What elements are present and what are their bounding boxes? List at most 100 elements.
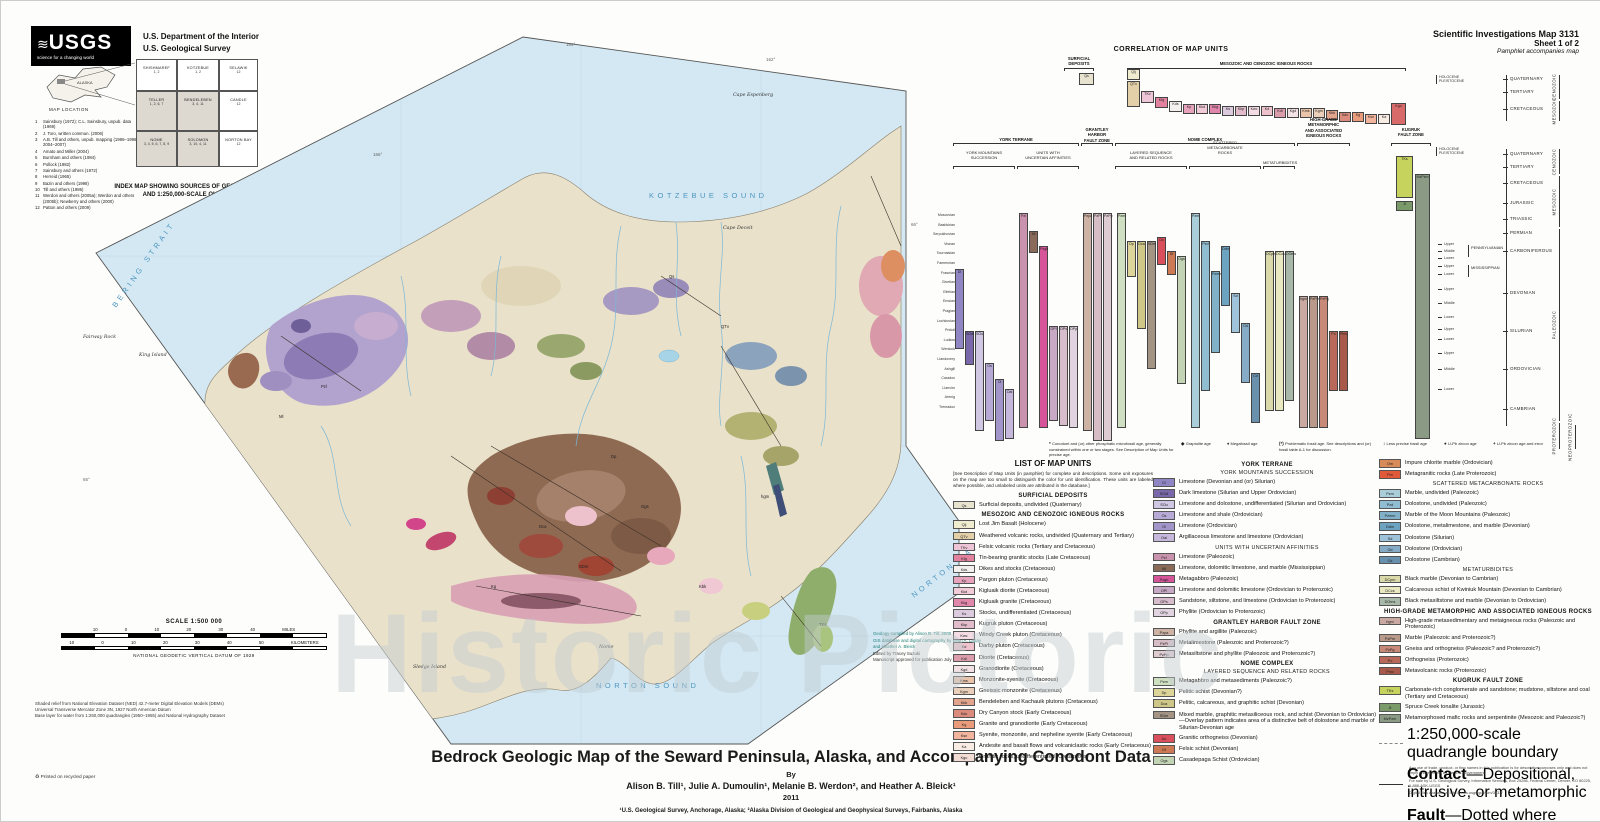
legend-entry-text: Marble, undivided (Paleozoic)	[1405, 489, 1479, 497]
period-label: QUATERNARY	[1510, 151, 1543, 156]
legend-entry-text: Phyllite (Ordovician to Proterozoic)	[1179, 608, 1265, 616]
legend-section-header: HIGH-GRADE METAMORPHIC AND ASSOCIATED IG…	[1379, 609, 1597, 615]
legend-swatch: Kgm	[953, 687, 975, 696]
legend-swatch: PzPg	[1379, 645, 1401, 654]
group-label-line: METATURBIDITES	[1263, 160, 1295, 165]
legend-swatch: DCcs	[1379, 586, 1401, 595]
legend-entry-text: Tin-bearing granitic stocks (Late Cretac…	[979, 554, 1090, 562]
stage-label: Caradoc	[931, 376, 955, 380]
map-unit-patch	[742, 602, 770, 620]
substage-label: Upper	[1444, 264, 1454, 268]
group-bracket	[1115, 166, 1187, 169]
legend-subsection-header: METATURBIDITES	[1379, 567, 1597, 573]
correlation-column: Ml	[1029, 231, 1038, 253]
correlation-column: Pzl	[1019, 213, 1028, 428]
correlation-footnote: * Conodont and (or) other phosphatic mic…	[1049, 441, 1175, 457]
legend-swatch: Ol	[1153, 522, 1175, 531]
legend-swatch: SDm	[1153, 711, 1175, 720]
group-label-line: FAULT ZONE	[1391, 132, 1431, 137]
legend-column: LIST OF MAP UNITS[See Description of Map…	[953, 459, 1153, 764]
group-label-line: GRANTLEY HARBOR	[1081, 127, 1113, 138]
correlation-column: Jt	[1396, 201, 1413, 211]
km-tick-values: 10 0 10 20 30 40 50	[69, 640, 263, 645]
legend-swatch: PzPp	[1153, 650, 1175, 659]
legend-swatch: Qs	[953, 501, 975, 510]
map-unit-patch	[813, 624, 833, 652]
legend-swatch: Od	[1379, 545, 1401, 554]
legend-swatch: Ogs	[1153, 756, 1175, 765]
legend-entry-text: Dark limestone (Silurian and Upper Ordov…	[1179, 489, 1296, 497]
legend-swatch: PzPl	[1153, 639, 1175, 648]
place-label: Sledge Island	[413, 664, 446, 670]
map-unit-patch	[481, 266, 561, 306]
map-unit-label: Ogs	[641, 504, 649, 509]
correlation-unit-box: QTv	[1127, 81, 1140, 107]
map-unit-patch	[570, 362, 602, 380]
correlation-column: Ol	[995, 379, 1004, 441]
km-ticks: 10 0 10 20 30 40 50 KILOMETERS	[49, 640, 339, 645]
correlation-column: OPs	[1059, 326, 1068, 426]
correlation-group-label: YORK TERRANE	[953, 137, 1079, 142]
correlation-unit-box: Kkd	[1196, 104, 1208, 114]
group-label-line: ROCKS	[1189, 150, 1261, 155]
subperiod-label: MISSISSIPPIAN	[1468, 265, 1500, 277]
correlation-unit-box: Kfg	[1155, 97, 1168, 108]
period-label: JURASSIC	[1510, 200, 1534, 205]
legend-swatch: TKs	[1379, 686, 1401, 695]
legend-entry-text: Sandstone, siltstone, and limestone (Ord…	[1179, 597, 1335, 605]
correlation-unit-box: Ksn	[1365, 114, 1377, 124]
group-bracket	[1391, 143, 1431, 146]
legend-entry-text: Calcareous schist of Kwiniuk Mountain (D…	[1405, 586, 1562, 594]
legend-swatch: Kfg	[953, 554, 975, 563]
legend-swatch: QTv	[953, 532, 975, 541]
map-unit-patch	[763, 446, 799, 466]
recycle-note: ♻ Printed on recycled paper	[35, 775, 95, 780]
year: 2011	[401, 793, 1181, 802]
correlation-column: SDm	[1147, 241, 1156, 369]
group-label-line: SUCCESSION	[953, 155, 1015, 160]
legend-entry-text: Andesite and basalt flows and volcanicla…	[979, 742, 1151, 750]
legend-swatch: Pzl	[1153, 553, 1175, 562]
map-unit-label: Dca	[539, 524, 547, 529]
era-label: NEOPROTEROZOIC	[1565, 425, 1576, 449]
legend-subsection-header: SCATTERED METACARBONATE ROCKS	[1379, 481, 1597, 487]
legend-entry-text: Carbonate-rich conglomerate and sandston…	[1405, 686, 1597, 700]
substage-label: Lower	[1444, 256, 1454, 260]
stage-label: Ludlow	[931, 338, 955, 342]
correlation-unit-box: Kwc	[1248, 106, 1260, 116]
legend-entry-text: Gneiss and orthogneiss (Paleozoic? and P…	[1405, 645, 1540, 653]
era-text: PROTEROZOIC	[1552, 417, 1557, 454]
correlation-column: OPp	[1069, 326, 1078, 428]
legend-swatch: Pm	[1379, 470, 1401, 479]
group-bracket	[1017, 166, 1079, 169]
correlation-column: Pzpa	[1083, 213, 1092, 431]
legend-entry-text: Limestone and shale (Ordovician)	[1179, 511, 1263, 519]
legend-entry: PzPg Gneiss and orthogneiss (Paleozoic? a…	[1379, 645, 1597, 654]
legend-entry-text: Granitic orthogneiss (Devonian)	[1179, 734, 1258, 742]
king-island-patch	[144, 369, 154, 377]
period-label: TERTIARY	[1510, 89, 1534, 94]
stage-label: Visean	[931, 242, 955, 246]
legend-swatch: PzPm	[1379, 634, 1401, 643]
